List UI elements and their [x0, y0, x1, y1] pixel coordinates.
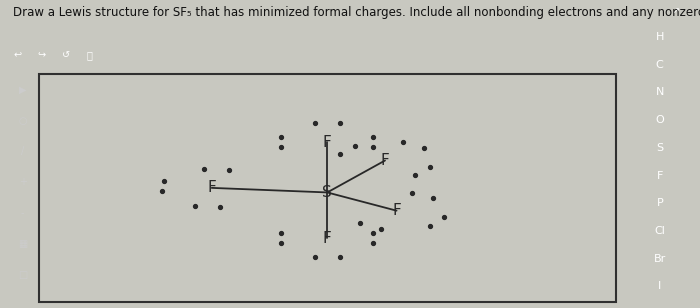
- Text: ↗: ↗: [672, 6, 679, 15]
- Text: Draw a Lewis structure for SF₅ that has minimized formal charges. Include all no: Draw a Lewis structure for SF₅ that has …: [13, 6, 700, 19]
- Text: □: □: [18, 270, 27, 280]
- Text: S: S: [656, 143, 664, 153]
- Text: ○: ○: [18, 116, 27, 126]
- Text: O: O: [655, 115, 664, 125]
- Text: C: C: [656, 60, 664, 70]
- Text: ↪: ↪: [38, 51, 46, 60]
- Text: ▦: ▦: [18, 239, 27, 249]
- Text: F: F: [207, 180, 216, 195]
- Text: ▶: ▶: [19, 85, 27, 95]
- Text: /: /: [21, 147, 25, 156]
- Text: ↩: ↩: [13, 51, 21, 60]
- Text: ↺: ↺: [62, 51, 70, 60]
- Text: P: P: [657, 198, 663, 208]
- Text: F: F: [323, 230, 332, 245]
- Text: F: F: [657, 171, 663, 180]
- Text: S: S: [323, 185, 332, 200]
- Text: I: I: [658, 282, 662, 291]
- Text: -: -: [21, 208, 25, 218]
- Text: H: H: [656, 32, 664, 42]
- Text: 🔍: 🔍: [86, 51, 92, 60]
- Text: Cl: Cl: [654, 226, 665, 236]
- Text: N: N: [656, 87, 664, 97]
- Text: Br: Br: [654, 254, 666, 264]
- Text: +: +: [19, 177, 27, 187]
- Text: F: F: [381, 153, 389, 168]
- Text: F: F: [323, 135, 332, 150]
- Text: F: F: [392, 203, 401, 218]
